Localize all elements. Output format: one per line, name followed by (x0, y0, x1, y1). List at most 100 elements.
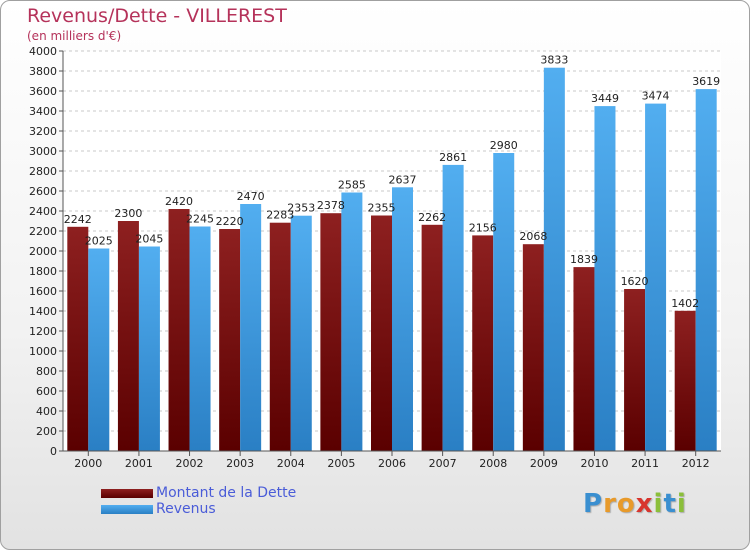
bar-revenus (341, 192, 363, 451)
x-tick-label: 2003 (226, 457, 254, 470)
x-tick-label: 2010 (580, 457, 608, 470)
x-tick-label: 2000 (74, 457, 102, 470)
y-tick-label: 600 (36, 385, 57, 398)
y-tick-label: 400 (36, 405, 57, 418)
legend-swatch-revenus (101, 505, 153, 514)
data-label-revenus: 2980 (490, 139, 518, 152)
data-label-revenus: 3474 (642, 90, 670, 103)
bar-revenus (392, 187, 413, 452)
data-label-revenus: 2025 (85, 235, 113, 248)
x-tick-label: 2006 (378, 457, 406, 470)
y-tick-label: 3800 (29, 65, 57, 78)
data-label-revenus: 3449 (591, 92, 619, 105)
y-tick-label: 2600 (29, 185, 57, 198)
y-tick-label: 4000 (29, 45, 57, 58)
bar-debt (117, 221, 139, 451)
y-tick-label: 1200 (29, 325, 57, 338)
bar-debt (472, 235, 494, 451)
bar-debt (269, 222, 291, 451)
data-label-revenus: 2585 (338, 179, 366, 192)
logo-letter: i (676, 489, 687, 519)
x-tick-label: 2012 (682, 457, 710, 470)
chart-subtitle: (en milliers d'€) (27, 29, 122, 43)
data-label-debt: 1839 (570, 253, 598, 266)
bar-debt (219, 229, 241, 451)
y-tick-label: 200 (36, 425, 57, 438)
bar-revenus (240, 204, 262, 451)
bar-debt (320, 213, 342, 451)
bar-debt (168, 209, 190, 451)
data-label-debt: 1402 (671, 297, 699, 310)
data-label-debt: 2283 (266, 209, 294, 222)
logo-letter: o (616, 489, 636, 519)
y-tick-label: 2000 (29, 245, 57, 258)
legend-label-debt: Montant de la Dette (156, 485, 297, 501)
bar-revenus (442, 164, 464, 451)
data-label-debt: 1620 (621, 275, 649, 288)
data-label-revenus: 2470 (237, 190, 265, 203)
data-label-revenus: 2245 (186, 213, 214, 226)
y-tick-label: 1800 (29, 265, 57, 278)
y-tick-label: 3000 (29, 145, 57, 158)
data-label-revenus: 2353 (287, 202, 315, 215)
bar-revenus (290, 215, 312, 451)
y-tick-label: 0 (50, 445, 57, 458)
y-tick-label: 2400 (29, 205, 57, 218)
logo-letter: i (653, 489, 664, 519)
logo-letter: t (663, 489, 677, 519)
bar-revenus (594, 106, 616, 451)
bar-revenus (493, 153, 515, 451)
y-tick-label: 1000 (29, 345, 57, 358)
bar-debt (371, 215, 392, 451)
data-label-revenus: 3619 (692, 75, 720, 88)
logo-letter: r (603, 489, 617, 519)
bar-revenus (645, 103, 667, 451)
x-tick-label: 2004 (277, 457, 305, 470)
data-label-debt: 2068 (519, 230, 547, 243)
bar-revenus (543, 67, 565, 451)
chart-title: Revenus/Dette - VILLEREST (27, 5, 287, 27)
bar-revenus (88, 248, 110, 451)
bar-debt (674, 310, 696, 451)
x-tick-label: 2005 (327, 457, 355, 470)
x-tick-label: 2008 (479, 457, 507, 470)
logo-letter: x (635, 489, 654, 519)
y-tick-label: 1400 (29, 305, 57, 318)
data-label-debt: 2300 (114, 207, 142, 220)
data-label-debt: 2420 (165, 195, 193, 208)
data-label-debt: 2220 (216, 215, 244, 228)
bar-debt (522, 244, 544, 451)
legend-swatch-debt (101, 489, 153, 498)
bar-revenus (695, 89, 717, 451)
data-label-debt: 2262 (418, 211, 446, 224)
data-label-revenus: 2637 (389, 173, 417, 186)
bar-revenus (138, 246, 160, 451)
legend-label-revenus: Revenus (156, 501, 216, 517)
bar-debt (573, 267, 595, 451)
bar-revenus (189, 226, 211, 451)
logo-letter: P (583, 489, 604, 519)
x-tick-label: 2009 (530, 457, 558, 470)
y-tick-label: 3200 (29, 125, 57, 138)
data-label-debt: 2378 (317, 199, 345, 212)
y-tick-label: 2200 (29, 225, 57, 238)
x-tick-label: 2011 (631, 457, 659, 470)
data-label-revenus: 2861 (439, 151, 467, 164)
y-tick-label: 800 (36, 365, 57, 378)
bar-debt (67, 226, 89, 451)
x-tick-label: 2002 (176, 457, 204, 470)
data-label-revenus: 3833 (540, 54, 568, 67)
y-tick-label: 2800 (29, 165, 57, 178)
y-tick-label: 1600 (29, 285, 57, 298)
data-label-debt: 2242 (64, 213, 92, 226)
data-label-debt: 2355 (368, 202, 396, 215)
x-tick-label: 2007 (429, 457, 457, 470)
data-label-debt: 2156 (469, 221, 497, 234)
y-tick-label: 3600 (29, 85, 57, 98)
y-tick-label: 3400 (29, 105, 57, 118)
bar-debt (624, 289, 646, 451)
bar-debt (421, 224, 443, 451)
proxiti-logo: Proxiti (583, 489, 687, 519)
